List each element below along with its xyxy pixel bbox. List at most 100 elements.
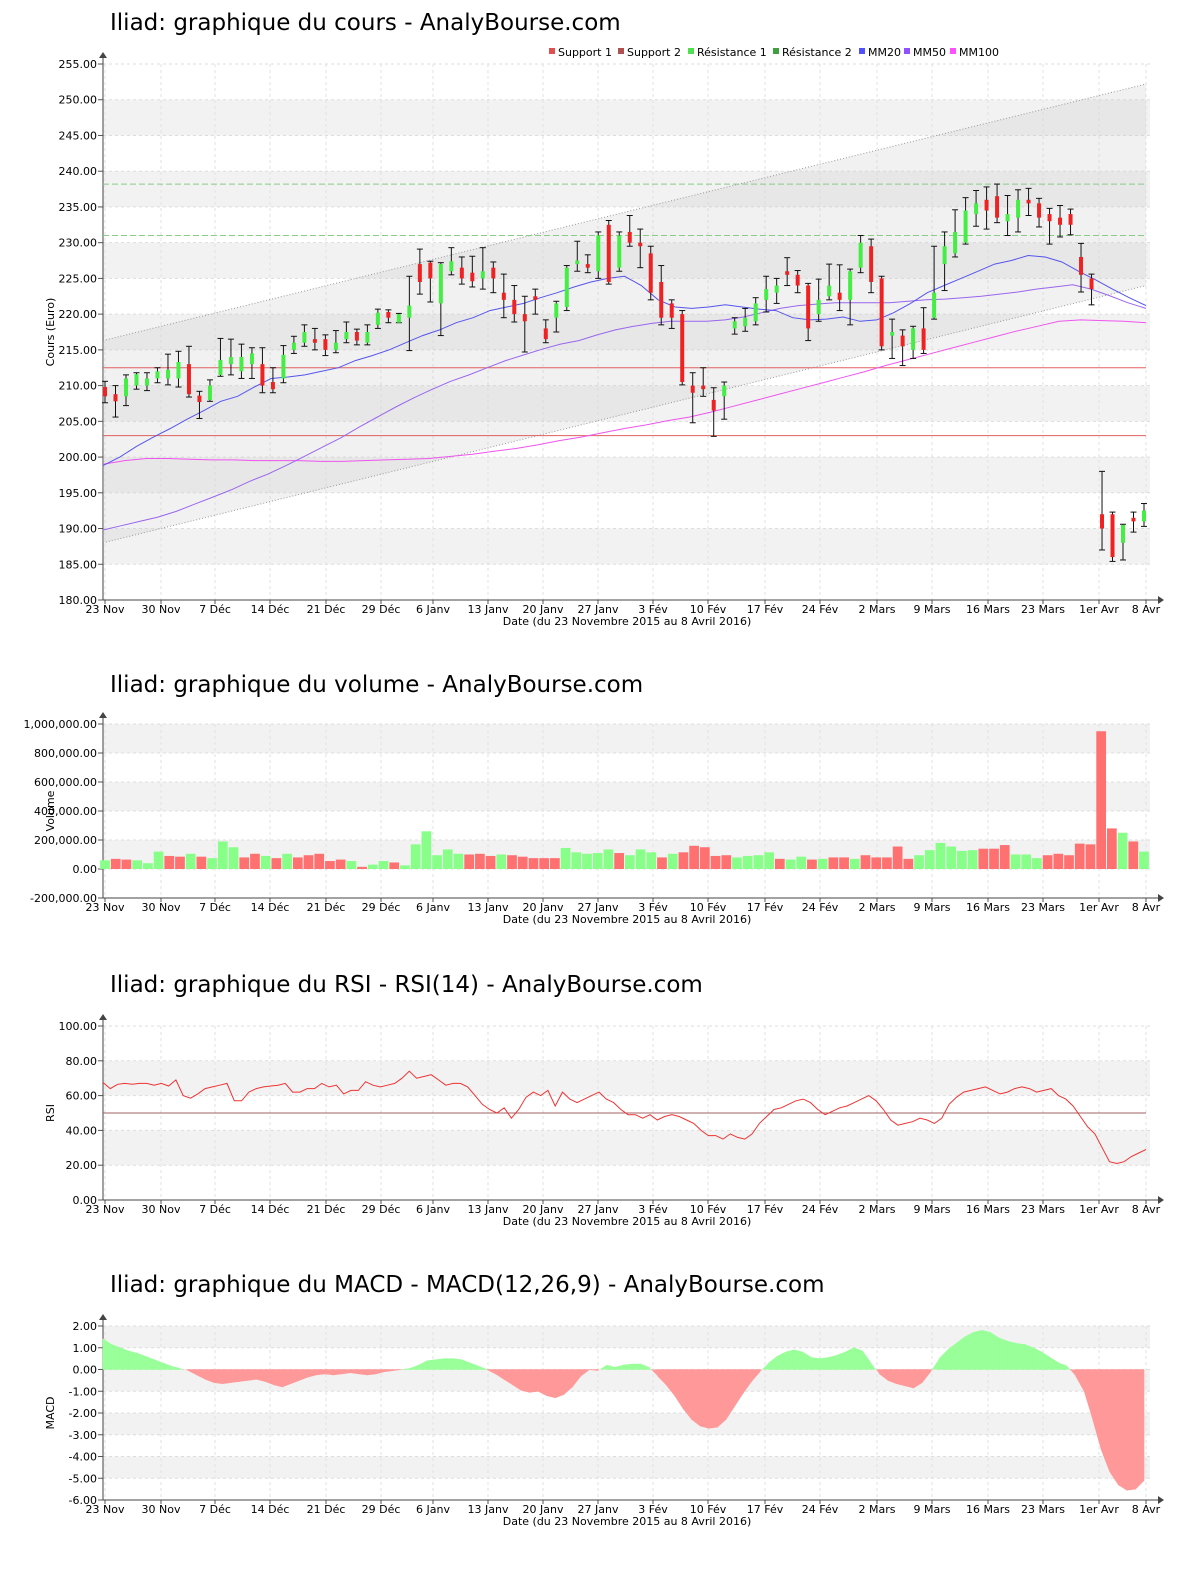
trend-channel [103,84,1146,543]
price-ytick-label: 220.00 [59,308,98,321]
price-ytick-label: 240.00 [59,165,98,178]
candle-down [1058,217,1063,225]
rsi-band [103,1130,1150,1166]
price-xtick-label: 13 Janv [468,603,509,616]
candle-up [239,357,244,372]
price-xtick-label: 27 Janv [578,603,619,616]
macd-area-negative [529,1369,539,1393]
macd-area-negative [213,1369,223,1384]
volume-ytick-label: 400,000.00 [34,805,97,818]
candle-up [480,271,485,279]
candle-up [165,369,170,379]
volume-bar-down [678,852,689,869]
price-xtick-label: 24 Fév [802,603,839,616]
macd-area-negative [184,1369,189,1371]
rsi-ytick-label: 60.00 [66,1090,98,1103]
candle-down [606,224,611,282]
volume-bar-down [1128,841,1139,869]
volume-bar-down [164,855,175,869]
volume-ytick-label: 600,000.00 [34,776,97,789]
macd-area-negative [1101,1369,1111,1472]
macd-area-negative [392,1369,402,1371]
price-xtick-label: 9 Mars [914,603,951,616]
volume-bar-up [1021,854,1032,869]
candle-up [449,261,454,272]
rsi-xtick-label: 1er Avr [1079,1203,1119,1216]
volume-bar-up [957,850,967,869]
rsi-line [102,1070,1147,1165]
price-xtick-label: 20 Janv [523,603,564,616]
macd-xtick-label: 16 Mars [966,1503,1010,1516]
macd-area-negative [597,1369,600,1371]
volume-bar-down [1053,853,1064,869]
volume-xtick-label: 6 Janv [416,901,450,914]
macd-area-negative [682,1369,693,1421]
volume-bar-up [1032,858,1042,869]
volume-xtick-label: 29 Déc [362,901,401,914]
price-xtick-label: 23 Mars [1021,603,1065,616]
macd-area-negative [674,1369,684,1410]
macd-area-negative [921,1369,931,1384]
volume-bar-up [753,855,764,869]
volume-bar-up [207,858,217,869]
macd-area-positive [819,1357,829,1370]
macd-xtick-label: 2 Mars [859,1503,896,1516]
volume-bar-down [250,853,260,869]
price-xtick-label: 30 Nov [142,603,181,616]
price-xtick-label: 1er Avr [1079,603,1119,616]
candle-up [176,362,181,379]
volume-bar-down [860,855,871,869]
rsi-xtick-label: 7 Déc [199,1203,231,1216]
volume-ytick-label: 0.00 [73,863,98,876]
price-band [103,528,1150,565]
volume-bar-down [335,859,346,869]
macd-area-positive [802,1351,812,1370]
volume-bar-down [239,857,250,869]
macd-area-negative [1092,1369,1102,1451]
rsi-xtick-label: 14 Déc [251,1203,290,1216]
trend-upper-line [102,83,1147,342]
macd-area-positive [938,1349,949,1370]
price-xtick-label: 6 Janv [416,603,450,616]
macd-area-negative [580,1369,591,1377]
candle-up [848,271,853,300]
volume-bar-down [1085,844,1096,869]
price-ylabel: Cours (Euro) [44,298,57,367]
candle-down [1079,256,1084,275]
candle-down [984,199,989,211]
volume-xtick-label: 23 Mars [1021,901,1065,914]
macd-area-negative [1109,1369,1119,1486]
volume-bar-down [507,855,517,869]
legend-swatch [904,48,910,54]
rsi-xtick-label: 6 Janv [416,1203,450,1216]
macd-area-positive [649,1367,652,1370]
macd-xtick-label: 7 Déc [199,1503,231,1516]
candle-up [438,264,443,304]
legend-swatch [950,48,956,54]
volume-bar-down [689,845,699,869]
macd-area-positive [153,1359,164,1370]
volume-bar-down [464,854,475,869]
candle-down [470,272,475,282]
volume-bar-down [999,845,1010,869]
legend-swatch [859,48,865,54]
macd-area-negative [350,1369,360,1375]
macd-xtick-label: 13 Janv [468,1503,509,1516]
price-band [103,385,1150,422]
macd-area-negative [256,1369,266,1382]
volume-bar-up [432,855,442,869]
volume-bar-up [132,860,142,869]
volume-bar-up [592,853,603,869]
price-band [103,99,1150,136]
volume-bar-down [614,853,624,869]
candle-up [564,267,569,307]
volume-ytick-label: 200,000.00 [34,834,97,847]
candle-up [963,210,968,243]
macd-area-positive [870,1362,877,1370]
volume-xtick-label: 10 Fév [690,901,727,914]
macd-area-negative [751,1369,761,1383]
candle-down [197,395,202,403]
candle-down [795,274,800,286]
trend-lower-line [102,285,1147,544]
candle-down [680,314,685,383]
